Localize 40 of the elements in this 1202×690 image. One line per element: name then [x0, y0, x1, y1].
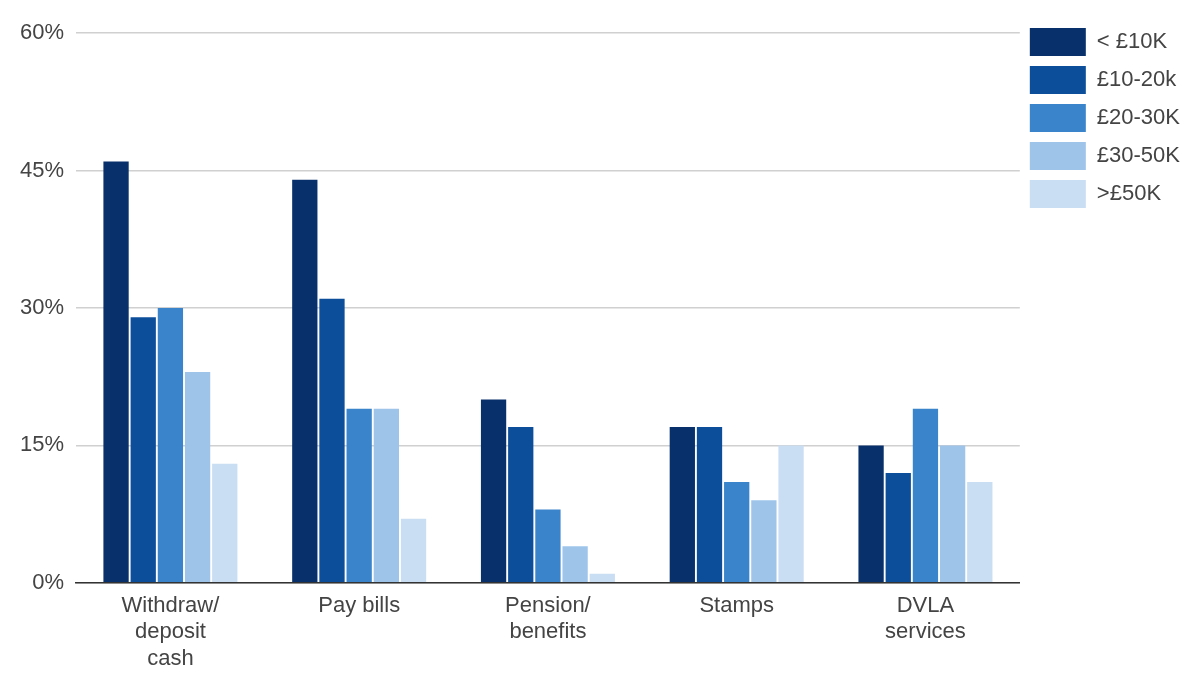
bar: [885, 472, 911, 583]
x-tick-label: DVLA services: [885, 592, 966, 644]
legend-label: < £10K: [1096, 28, 1168, 54]
legend-label: >£50K: [1096, 180, 1162, 206]
bar: [778, 445, 804, 583]
x-tick-label: Stamps: [699, 592, 774, 618]
bar: [130, 317, 156, 583]
y-tick-label: 45%: [19, 156, 65, 182]
bar: [589, 573, 615, 583]
bar: [292, 179, 318, 583]
bar: [751, 500, 777, 583]
y-tick-label: 60%: [19, 19, 65, 45]
bar: [103, 161, 129, 583]
bar: [400, 518, 427, 583]
bar: [508, 427, 534, 583]
x-tick-label: Pay bills: [318, 592, 401, 618]
bar: [724, 482, 750, 583]
bar: [967, 482, 993, 583]
y-tick-label: 30%: [19, 294, 65, 320]
bar: [858, 445, 884, 583]
bar: [157, 308, 184, 583]
bar: [535, 509, 561, 583]
y-tick-label: 15%: [19, 431, 65, 457]
bar: [480, 399, 507, 583]
bar: [346, 408, 372, 583]
legend-label: £30-50K: [1096, 142, 1181, 168]
bar: [184, 372, 211, 583]
bar: [939, 445, 966, 583]
legend-label: £10-20k: [1096, 66, 1178, 92]
x-tick-label: Withdraw/ deposit cash: [121, 592, 221, 670]
bar: [212, 463, 238, 583]
bar: [669, 427, 695, 583]
bar: [912, 408, 939, 583]
bar: [696, 427, 723, 583]
bar: [319, 298, 345, 583]
x-tick-label: Pension/ benefits: [505, 592, 592, 644]
bar: [373, 408, 399, 583]
legend-label: £20-30K: [1096, 104, 1181, 130]
y-tick-label: 0%: [32, 568, 65, 594]
bar: [562, 546, 588, 583]
